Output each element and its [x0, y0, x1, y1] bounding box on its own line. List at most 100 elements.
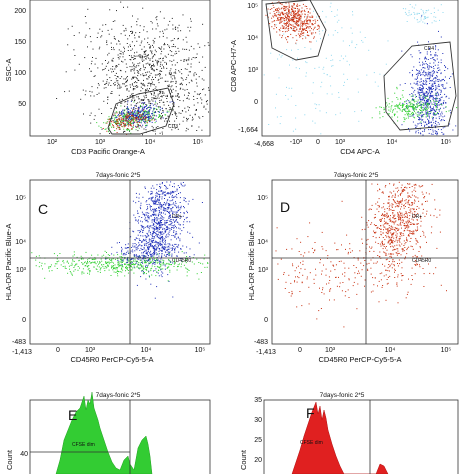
event-dot [439, 80, 441, 82]
event-dot [316, 16, 317, 18]
event-dot [122, 118, 124, 120]
event-dot [414, 124, 416, 126]
event-dot [110, 42, 112, 44]
event-dot [142, 213, 144, 215]
event-dot [153, 219, 155, 221]
event-dot [152, 246, 154, 248]
event-dot [131, 120, 133, 122]
event-dot [160, 250, 162, 251]
event-dot [146, 240, 147, 242]
event-dot [442, 119, 444, 121]
event-dot [152, 100, 154, 102]
event-dot [96, 122, 98, 124]
event-dot [131, 119, 133, 121]
event-dot [148, 111, 150, 113]
event-dot [437, 133, 438, 135]
event-dot [169, 120, 170, 122]
event-dot [118, 112, 120, 114]
event-dot [78, 259, 80, 261]
event-dot [163, 248, 164, 250]
event-dot [132, 267, 134, 269]
event-dot [153, 253, 155, 254]
event-dot [157, 244, 159, 246]
event-dot [142, 249, 144, 250]
event-dot [281, 4, 283, 6]
event-dot [300, 33, 302, 35]
event-dot [410, 95, 412, 97]
event-dot [137, 63, 139, 65]
event-dot [436, 76, 438, 78]
event-dot [172, 191, 174, 193]
event-dot [419, 73, 421, 74]
panel-a-cd3-gate [107, 87, 175, 135]
event-dot [328, 34, 329, 36]
event-dot [281, 16, 283, 18]
event-dot [97, 271, 99, 273]
event-dot [295, 128, 297, 130]
event-dot [279, 123, 281, 125]
event-dot [125, 263, 126, 265]
event-dot [193, 95, 195, 97]
event-dot [155, 105, 157, 107]
event-dot [177, 264, 179, 266]
event-dot [156, 217, 158, 219]
event-dot [143, 226, 145, 228]
event-dot [421, 108, 422, 110]
event-dot [137, 125, 139, 127]
event-dot [401, 107, 403, 108]
panel-c-title: 7days-fonic 2*5 [96, 172, 141, 179]
event-dot [292, 12, 294, 14]
event-dot [387, 40, 389, 42]
event-dot [91, 258, 93, 260]
event-dot [145, 118, 147, 120]
event-dot [196, 109, 197, 111]
event-dot [143, 79, 144, 81]
event-dot [164, 29, 166, 31]
event-dot [147, 247, 149, 249]
event-dot [325, 16, 327, 18]
event-dot [193, 254, 195, 256]
event-dot [294, 13, 296, 15]
event-dot [172, 55, 174, 57]
event-dot [149, 252, 151, 254]
event-dot [164, 243, 165, 245]
event-dot [441, 113, 443, 115]
event-dot [427, 59, 429, 60]
event-dot [163, 17, 165, 19]
event-dot [171, 46, 173, 48]
event-dot [66, 261, 68, 263]
event-dot [120, 1, 122, 3]
event-dot [312, 23, 313, 25]
event-dot [143, 53, 145, 55]
event-dot [176, 115, 178, 117]
event-dot [182, 48, 184, 50]
event-dot [285, 9, 287, 11]
event-dot [155, 240, 157, 242]
event-dot [123, 6, 124, 8]
event-dot [180, 216, 182, 218]
event-dot [141, 270, 143, 272]
event-dot [157, 242, 159, 244]
event-dot [308, 27, 310, 29]
event-dot [389, 110, 391, 112]
event-dot [169, 60, 171, 62]
event-dot [145, 53, 147, 55]
event-dot [134, 55, 136, 57]
event-dot [293, 17, 295, 19]
event-dot [185, 197, 186, 199]
event-dot [158, 266, 160, 268]
event-dot [310, 41, 312, 43]
event-dot [160, 48, 162, 50]
event-dot [424, 103, 426, 105]
event-dot [154, 111, 156, 113]
event-dot [428, 126, 430, 128]
event-dot [141, 264, 143, 266]
event-dot [422, 91, 424, 93]
event-dot [172, 247, 174, 249]
event-dot [304, 20, 306, 22]
event-dot [152, 104, 154, 106]
event-dot [187, 63, 189, 65]
event-dot [174, 262, 176, 264]
event-dot [164, 210, 166, 212]
event-dot [137, 124, 139, 126]
